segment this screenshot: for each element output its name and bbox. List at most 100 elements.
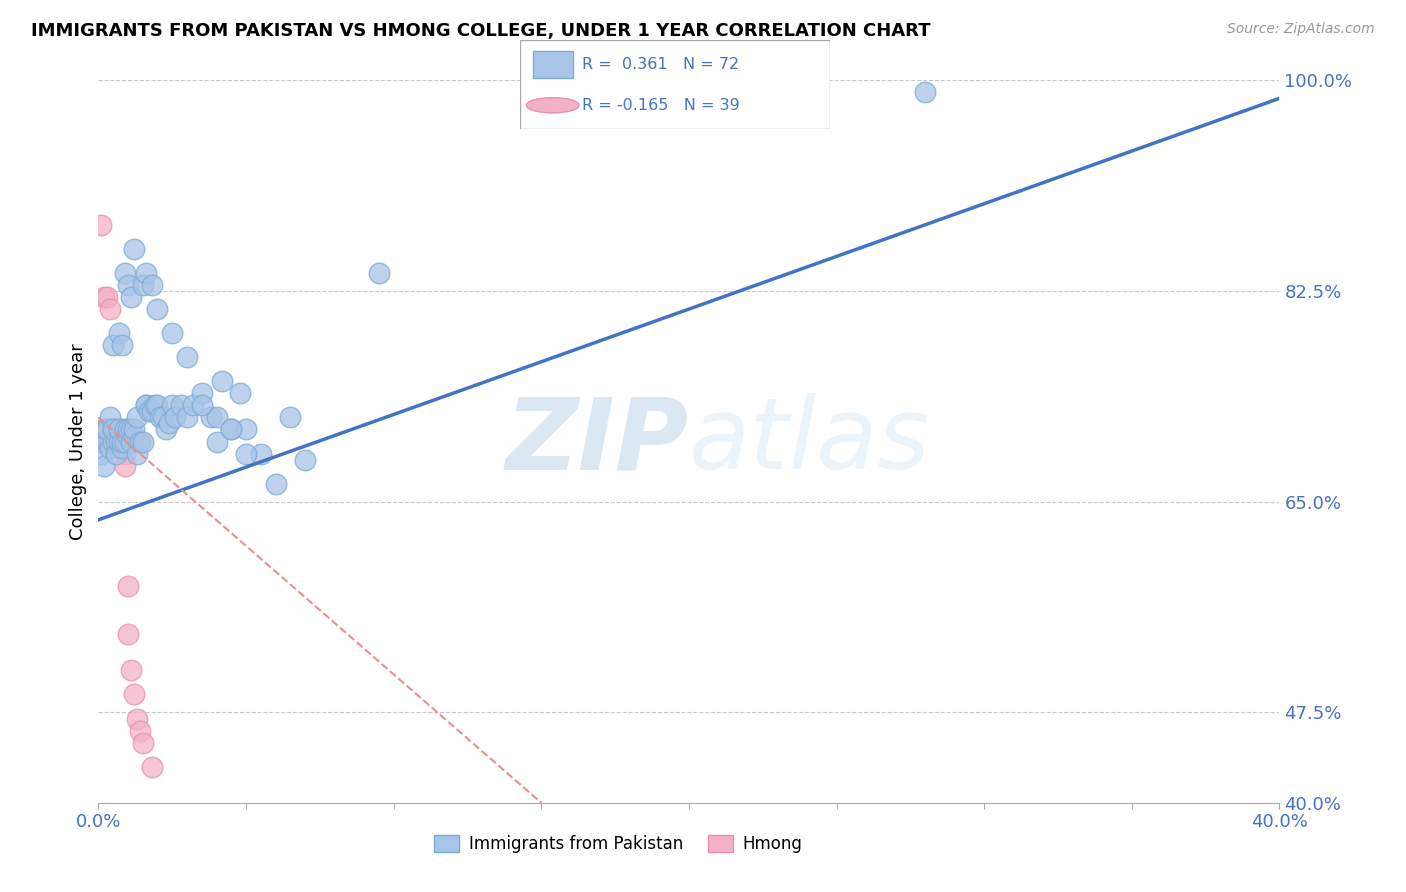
- Point: [122, 687, 145, 701]
- Point: [162, 398, 183, 412]
- Point: [117, 428, 139, 442]
- Point: [125, 712, 148, 726]
- Point: [146, 398, 169, 412]
- Point: [141, 277, 163, 292]
- Point: [135, 266, 157, 280]
- Point: [105, 422, 128, 436]
- Point: [108, 326, 131, 340]
- Point: [141, 759, 163, 773]
- Point: [152, 410, 174, 425]
- Point: [264, 476, 287, 491]
- Point: [90, 446, 112, 460]
- Point: [90, 218, 112, 232]
- Point: [108, 434, 131, 449]
- Point: [103, 434, 125, 449]
- Point: [111, 422, 134, 436]
- Point: [108, 434, 131, 449]
- Point: [114, 458, 136, 473]
- Point: [170, 398, 193, 412]
- Point: [108, 434, 131, 449]
- Bar: [533, 51, 572, 78]
- Bar: [533, 51, 572, 78]
- Point: [235, 446, 257, 460]
- Text: R =  0.361   N = 72: R = 0.361 N = 72: [582, 57, 740, 71]
- Point: [98, 441, 121, 455]
- Point: [229, 386, 252, 401]
- Point: [117, 579, 139, 593]
- Point: [128, 723, 150, 738]
- Point: [114, 266, 136, 280]
- Point: [141, 404, 163, 418]
- Point: [105, 434, 128, 449]
- Text: Source: ZipAtlas.com: Source: ZipAtlas.com: [1227, 22, 1375, 37]
- Point: [98, 434, 121, 449]
- Point: [103, 434, 125, 449]
- Point: [117, 627, 139, 641]
- Point: [93, 434, 115, 449]
- Point: [93, 422, 115, 436]
- Circle shape: [526, 98, 579, 112]
- Point: [93, 422, 115, 436]
- Point: [132, 434, 155, 449]
- Point: [117, 277, 139, 292]
- Point: [120, 434, 142, 449]
- Point: [125, 446, 148, 460]
- Point: [98, 301, 121, 316]
- Point: [205, 410, 228, 425]
- Point: [205, 434, 228, 449]
- Legend: Immigrants from Pakistan, Hmong: Immigrants from Pakistan, Hmong: [427, 828, 810, 860]
- Point: [135, 398, 157, 412]
- Point: [111, 441, 134, 455]
- Point: [96, 290, 118, 304]
- Point: [191, 386, 214, 401]
- Point: [122, 422, 145, 436]
- Point: [120, 664, 142, 678]
- Point: [96, 434, 118, 449]
- Point: [96, 434, 118, 449]
- FancyBboxPatch shape: [520, 40, 830, 129]
- Point: [191, 398, 214, 412]
- Point: [93, 434, 115, 449]
- Point: [200, 410, 222, 425]
- Point: [368, 266, 391, 280]
- Point: [103, 338, 125, 352]
- Point: [111, 434, 134, 449]
- Point: [117, 422, 139, 436]
- Point: [181, 398, 204, 412]
- Point: [128, 434, 150, 449]
- Point: [96, 434, 118, 449]
- Point: [914, 85, 936, 99]
- Text: ZIP: ZIP: [506, 393, 689, 490]
- Point: [294, 452, 316, 467]
- Text: atlas: atlas: [689, 393, 931, 490]
- Text: IMMIGRANTS FROM PAKISTAN VS HMONG COLLEGE, UNDER 1 YEAR CORRELATION CHART: IMMIGRANTS FROM PAKISTAN VS HMONG COLLEG…: [31, 22, 931, 40]
- Point: [108, 434, 131, 449]
- Point: [90, 434, 112, 449]
- Point: [250, 446, 273, 460]
- Point: [96, 434, 118, 449]
- Point: [111, 434, 134, 449]
- Point: [114, 422, 136, 436]
- Point: [176, 350, 198, 364]
- Point: [105, 434, 128, 449]
- Point: [111, 338, 134, 352]
- Point: [162, 326, 183, 340]
- Point: [221, 422, 243, 436]
- Text: R = -0.165   N = 39: R = -0.165 N = 39: [582, 98, 740, 112]
- Point: [108, 422, 131, 436]
- Point: [157, 417, 180, 431]
- Point: [98, 434, 121, 449]
- Point: [280, 410, 302, 425]
- Point: [132, 735, 155, 749]
- Point: [103, 434, 125, 449]
- Point: [122, 242, 145, 256]
- Point: [125, 410, 148, 425]
- Point: [211, 374, 233, 388]
- Point: [93, 458, 115, 473]
- Point: [105, 434, 128, 449]
- Point: [138, 404, 160, 418]
- Point: [98, 434, 121, 449]
- Point: [165, 410, 187, 425]
- Point: [90, 434, 112, 449]
- Point: [120, 422, 142, 436]
